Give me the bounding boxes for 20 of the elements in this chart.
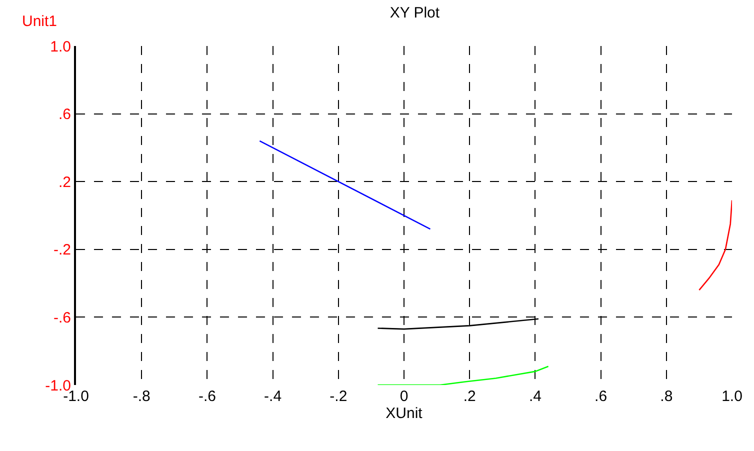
y-tick-label: 1.0 bbox=[50, 38, 71, 56]
x-tick-label: -.4 bbox=[264, 388, 282, 405]
y-tick-label: -.6 bbox=[53, 309, 71, 326]
x-tick-label: 1.0 bbox=[722, 388, 742, 405]
x-tick-label: .4 bbox=[528, 388, 542, 405]
x-tick-label: -.8 bbox=[132, 388, 150, 405]
y-tick-label: .2 bbox=[58, 174, 71, 191]
x-tick-label: .8 bbox=[660, 388, 673, 405]
y-axis-title: Unit1 bbox=[22, 13, 58, 30]
line-series bbox=[698, 200, 732, 291]
chart-title: XY Plot bbox=[390, 4, 440, 22]
x-tick-label: -.2 bbox=[330, 388, 348, 405]
y-tick-label: -.2 bbox=[53, 242, 71, 259]
x-tick-label: 0 bbox=[400, 388, 408, 405]
line-series bbox=[377, 366, 549, 385]
x-tick-label: .2 bbox=[463, 388, 476, 405]
x-tick-label: .6 bbox=[594, 388, 608, 405]
y-tick-label: .6 bbox=[58, 106, 71, 124]
x-tick-label: -.6 bbox=[198, 388, 216, 405]
x-axis-title: XUnit bbox=[386, 405, 424, 422]
